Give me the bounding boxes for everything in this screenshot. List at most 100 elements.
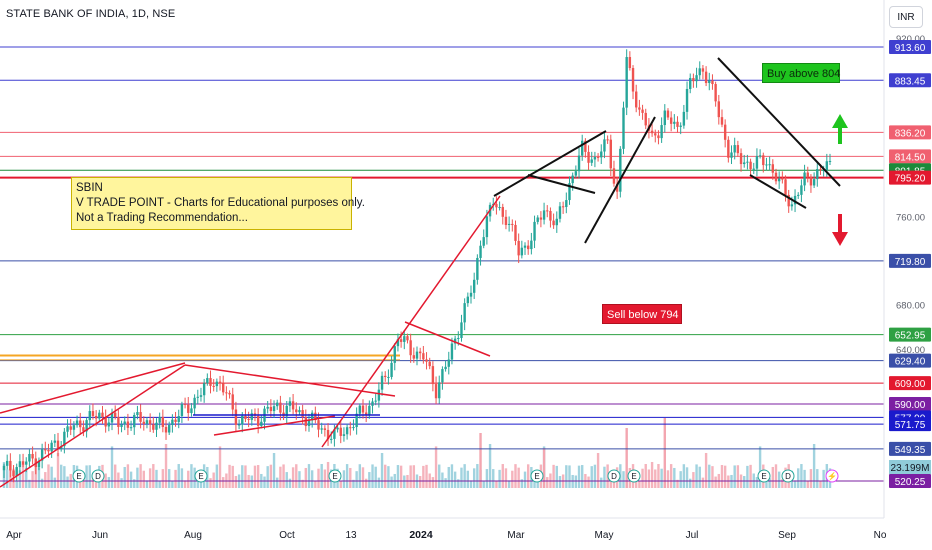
volume-bar xyxy=(314,480,317,488)
candle-body xyxy=(533,221,536,241)
candle-body xyxy=(514,224,517,241)
volume-bar xyxy=(749,464,752,488)
volume-bar xyxy=(692,472,695,488)
volume-bar xyxy=(193,467,196,488)
x-tick-label: Sep xyxy=(778,530,796,541)
candle-body xyxy=(152,424,155,430)
y-tick-label: 920.00 xyxy=(896,34,925,45)
candle-body xyxy=(5,460,9,466)
candle-body xyxy=(380,375,384,390)
volume-bar xyxy=(15,480,18,488)
candle-body xyxy=(650,130,654,134)
candle-body xyxy=(701,68,705,72)
volume-bar xyxy=(272,453,276,488)
candle-body xyxy=(75,420,79,426)
candle-body xyxy=(819,168,822,171)
candle-body xyxy=(355,413,358,428)
price-tag: 609.00 xyxy=(889,376,931,391)
candle-body xyxy=(202,383,206,396)
candle-body xyxy=(676,121,679,127)
candle-body xyxy=(37,460,41,468)
candle-body xyxy=(749,161,752,170)
price-tag: 590.00 xyxy=(889,397,931,412)
candle-body xyxy=(504,216,508,225)
candle-body xyxy=(571,175,574,184)
volume-bar xyxy=(577,465,581,488)
volume-bar xyxy=(654,469,657,488)
candle-body xyxy=(396,339,400,347)
candle-body xyxy=(809,177,813,186)
event-marker-icon: E xyxy=(627,469,641,483)
event-marker-icon: D xyxy=(607,469,621,483)
candle-body xyxy=(730,152,733,158)
candle-body xyxy=(94,415,98,419)
candle-body xyxy=(177,416,180,422)
candle-body xyxy=(323,428,327,430)
candle-body xyxy=(139,412,142,422)
volume-bar xyxy=(342,470,346,488)
volume-bar xyxy=(673,467,676,488)
candle-body xyxy=(784,179,787,195)
price-tag-box xyxy=(889,353,931,368)
candle-body xyxy=(374,400,377,402)
candle-body xyxy=(720,117,724,125)
volume-bar xyxy=(666,470,670,488)
candle-body xyxy=(771,164,775,173)
candle-body xyxy=(555,218,558,226)
candle-body xyxy=(104,417,107,427)
y-tick-label: 640.00 xyxy=(896,345,925,356)
candle-body xyxy=(304,417,308,427)
volume-bar xyxy=(819,481,822,488)
volume-bar xyxy=(507,480,511,488)
candle-body xyxy=(568,183,571,201)
event-marker-circle xyxy=(91,469,105,483)
volume-bar xyxy=(250,475,253,488)
candle-body xyxy=(196,396,199,398)
event-marker-icon: E xyxy=(72,469,86,483)
candle-body xyxy=(622,107,625,149)
candle-body xyxy=(663,110,666,126)
candle-body xyxy=(12,470,15,477)
candle-body xyxy=(228,392,231,395)
candle-body xyxy=(193,397,196,409)
price-tag: 719.80 xyxy=(889,253,931,268)
candle-body xyxy=(708,80,711,84)
candle-body xyxy=(609,139,612,169)
volume-bar xyxy=(368,472,371,488)
volume-bar xyxy=(66,476,69,488)
volume-bar xyxy=(120,478,123,488)
candle-body xyxy=(485,216,489,238)
volume-bar xyxy=(183,480,187,488)
candle-body xyxy=(390,362,393,377)
trend-line xyxy=(404,321,491,357)
volume-bar xyxy=(431,477,435,488)
candle-body xyxy=(66,426,69,432)
volume-bar xyxy=(574,475,578,488)
volume-bar xyxy=(587,476,590,488)
event-marker-circle xyxy=(530,469,544,483)
volume-bar xyxy=(809,469,813,488)
price-tag-box xyxy=(889,376,931,391)
currency-button[interactable]: INR xyxy=(889,6,923,28)
volume-bar xyxy=(298,471,301,488)
candle-body xyxy=(171,419,174,426)
candle-body xyxy=(266,406,269,409)
volume-bar xyxy=(212,472,215,488)
candle-body xyxy=(679,125,682,127)
volume-bar xyxy=(5,469,9,488)
volume-bar xyxy=(492,469,495,488)
candle-body xyxy=(120,424,123,427)
volume-bar xyxy=(822,469,825,488)
candle-body xyxy=(98,412,101,419)
volume-bar xyxy=(301,479,304,488)
event-marker-text: D xyxy=(785,472,791,481)
candle-body xyxy=(472,279,476,293)
candle-body xyxy=(82,427,85,432)
volume-bar xyxy=(222,477,225,488)
volume-bar xyxy=(466,470,470,488)
candle-body xyxy=(625,57,628,108)
candle-body xyxy=(295,409,298,413)
price-tag-text: 913.60 xyxy=(895,43,926,54)
